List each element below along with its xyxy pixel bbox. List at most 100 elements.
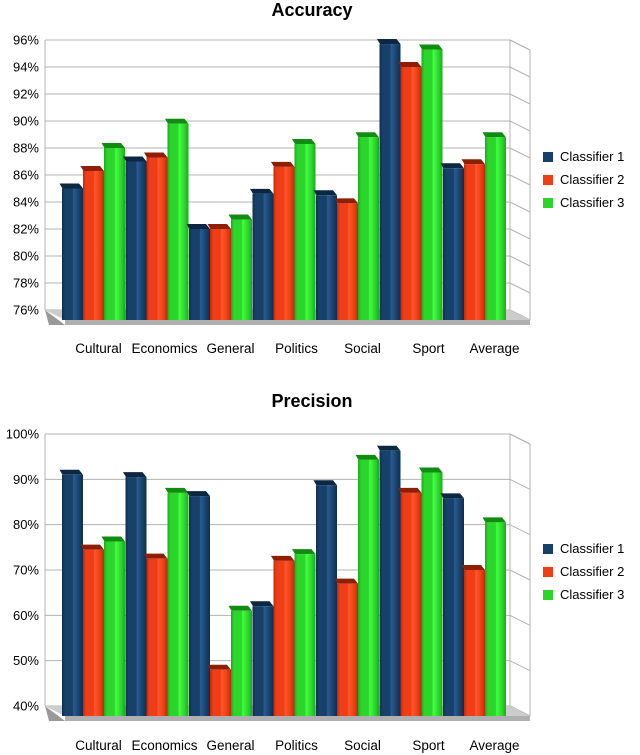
y-tick-label: 60% xyxy=(13,608,39,623)
category-label: General xyxy=(206,738,254,753)
legend-label: Classifier 3 xyxy=(560,587,625,602)
bar-social-classifier-3 xyxy=(358,137,379,320)
wall-gridline xyxy=(509,524,531,536)
bar-top-classifier-3 xyxy=(292,549,316,555)
bar-politics-classifier-1 xyxy=(252,606,274,716)
bar-top-classifier-3 xyxy=(165,118,189,124)
y-tick-label: 50% xyxy=(13,653,39,668)
category-label: Politics xyxy=(275,738,318,753)
bar-economics-classifier-1 xyxy=(125,161,147,320)
bar-top-classifier-1 xyxy=(59,469,83,475)
wall-gridline xyxy=(509,66,531,78)
category-label: Economics xyxy=(131,341,197,356)
bar-top-classifier-1 xyxy=(186,224,210,229)
bar-top-classifier-2 xyxy=(144,553,168,559)
y-tick-label: 88% xyxy=(13,141,39,156)
bar-top-classifier-1 xyxy=(440,493,464,499)
classifier-2-swatch xyxy=(543,566,553,577)
bar-social-classifier-1 xyxy=(316,195,337,320)
bar-cultural-classifier-3 xyxy=(104,148,125,320)
y-tick-label: 84% xyxy=(13,195,39,210)
y-tick-label: 92% xyxy=(13,87,39,102)
wall-gridline xyxy=(509,93,531,105)
bar-top-classifier-3 xyxy=(228,605,252,611)
bar-top-classifier-1 xyxy=(123,472,147,478)
legend-item: Classifier 3 xyxy=(543,195,624,210)
bar-top-classifier-1 xyxy=(123,156,147,162)
bar-top-classifier-2 xyxy=(398,62,422,67)
floor-front-side xyxy=(65,716,530,721)
bar-top-classifier-1 xyxy=(313,190,337,196)
bar-general-classifier-1 xyxy=(189,496,210,716)
bar-politics-classifier-2 xyxy=(273,560,295,716)
bar-cultural-classifier-1 xyxy=(62,474,83,716)
wall-gridline xyxy=(509,478,531,490)
bar-average-classifier-2 xyxy=(464,164,485,320)
y-tick-label: 90% xyxy=(13,472,39,487)
bar-general-classifier-3 xyxy=(231,219,252,320)
bar-general-classifier-2 xyxy=(210,669,231,716)
bar-general-classifier-3 xyxy=(231,610,252,716)
y-tick-label: 70% xyxy=(13,563,39,578)
y-tick-label: 76% xyxy=(13,303,39,318)
y-tick-label: 80% xyxy=(13,249,39,264)
y-tick-label: 100% xyxy=(6,427,40,442)
y-tick-label: 86% xyxy=(13,168,39,183)
wall-gridline xyxy=(509,228,531,240)
bar-top-classifier-3 xyxy=(165,487,189,493)
wall-gridline xyxy=(509,201,531,213)
bar-average-classifier-1 xyxy=(443,168,464,320)
category-label: Cultural xyxy=(75,341,122,356)
category-label: Average xyxy=(469,341,519,356)
bar-top-classifier-3 xyxy=(419,467,443,473)
wall-gridline xyxy=(509,614,531,626)
legend-item: Classifier 1 xyxy=(543,149,624,164)
bar-top-classifier-2 xyxy=(80,544,104,550)
legend-label: Classifier 2 xyxy=(560,564,625,579)
bar-sport-classifier-3 xyxy=(421,472,443,716)
y-tick-label: 80% xyxy=(13,517,39,532)
legend-label: Classifier 1 xyxy=(560,149,625,164)
y-tick-label: 94% xyxy=(13,60,39,75)
bar-sport-classifier-2 xyxy=(400,492,422,716)
wall-gridline xyxy=(509,660,531,672)
bar-general-classifier-1 xyxy=(189,229,210,320)
bar-average-classifier-3 xyxy=(485,522,506,716)
classifier-3-swatch xyxy=(543,589,553,600)
category-label: Social xyxy=(344,341,381,356)
category-label: Politics xyxy=(275,341,318,356)
bar-politics-classifier-3 xyxy=(294,143,316,320)
bar-economics-classifier-1 xyxy=(125,477,147,716)
bar-top-classifier-3 xyxy=(419,44,443,50)
classifier-1-swatch xyxy=(543,151,553,162)
precision-chart-title: Precision xyxy=(271,391,353,411)
bar-economics-classifier-3 xyxy=(167,492,189,716)
bar-politics-classifier-1 xyxy=(252,193,274,320)
bar-top-classifier-2 xyxy=(398,487,422,493)
bar-sport-classifier-1 xyxy=(379,44,401,321)
bar-average-classifier-3 xyxy=(485,137,506,320)
classifier-1-swatch xyxy=(543,543,553,554)
category-label: Sport xyxy=(412,341,445,356)
category-label: Cultural xyxy=(75,738,122,753)
bar-top-classifier-3 xyxy=(292,138,316,144)
wall-gridline xyxy=(509,39,531,51)
y-tick-label: 78% xyxy=(13,276,39,291)
bar-top-classifier-1 xyxy=(59,183,83,189)
classifier-2-swatch xyxy=(543,174,553,185)
bar-top-classifier-1 xyxy=(377,39,401,45)
bar-top-classifier-2 xyxy=(334,578,358,584)
bar-top-classifier-3 xyxy=(482,517,506,523)
bar-cultural-classifier-1 xyxy=(62,188,83,320)
bar-top-classifier-3 xyxy=(482,132,506,138)
y-tick-label: 96% xyxy=(13,33,39,48)
bar-top-classifier-2 xyxy=(144,152,168,158)
bar-top-classifier-1 xyxy=(250,188,274,194)
legend-item: Classifier 1 xyxy=(543,541,624,556)
floor-left-edge xyxy=(45,706,65,721)
classifier-3-swatch xyxy=(543,197,553,208)
y-tick-label: 40% xyxy=(13,699,39,714)
bar-top-classifier-3 xyxy=(228,214,252,220)
bar-top-classifier-3 xyxy=(355,132,379,138)
